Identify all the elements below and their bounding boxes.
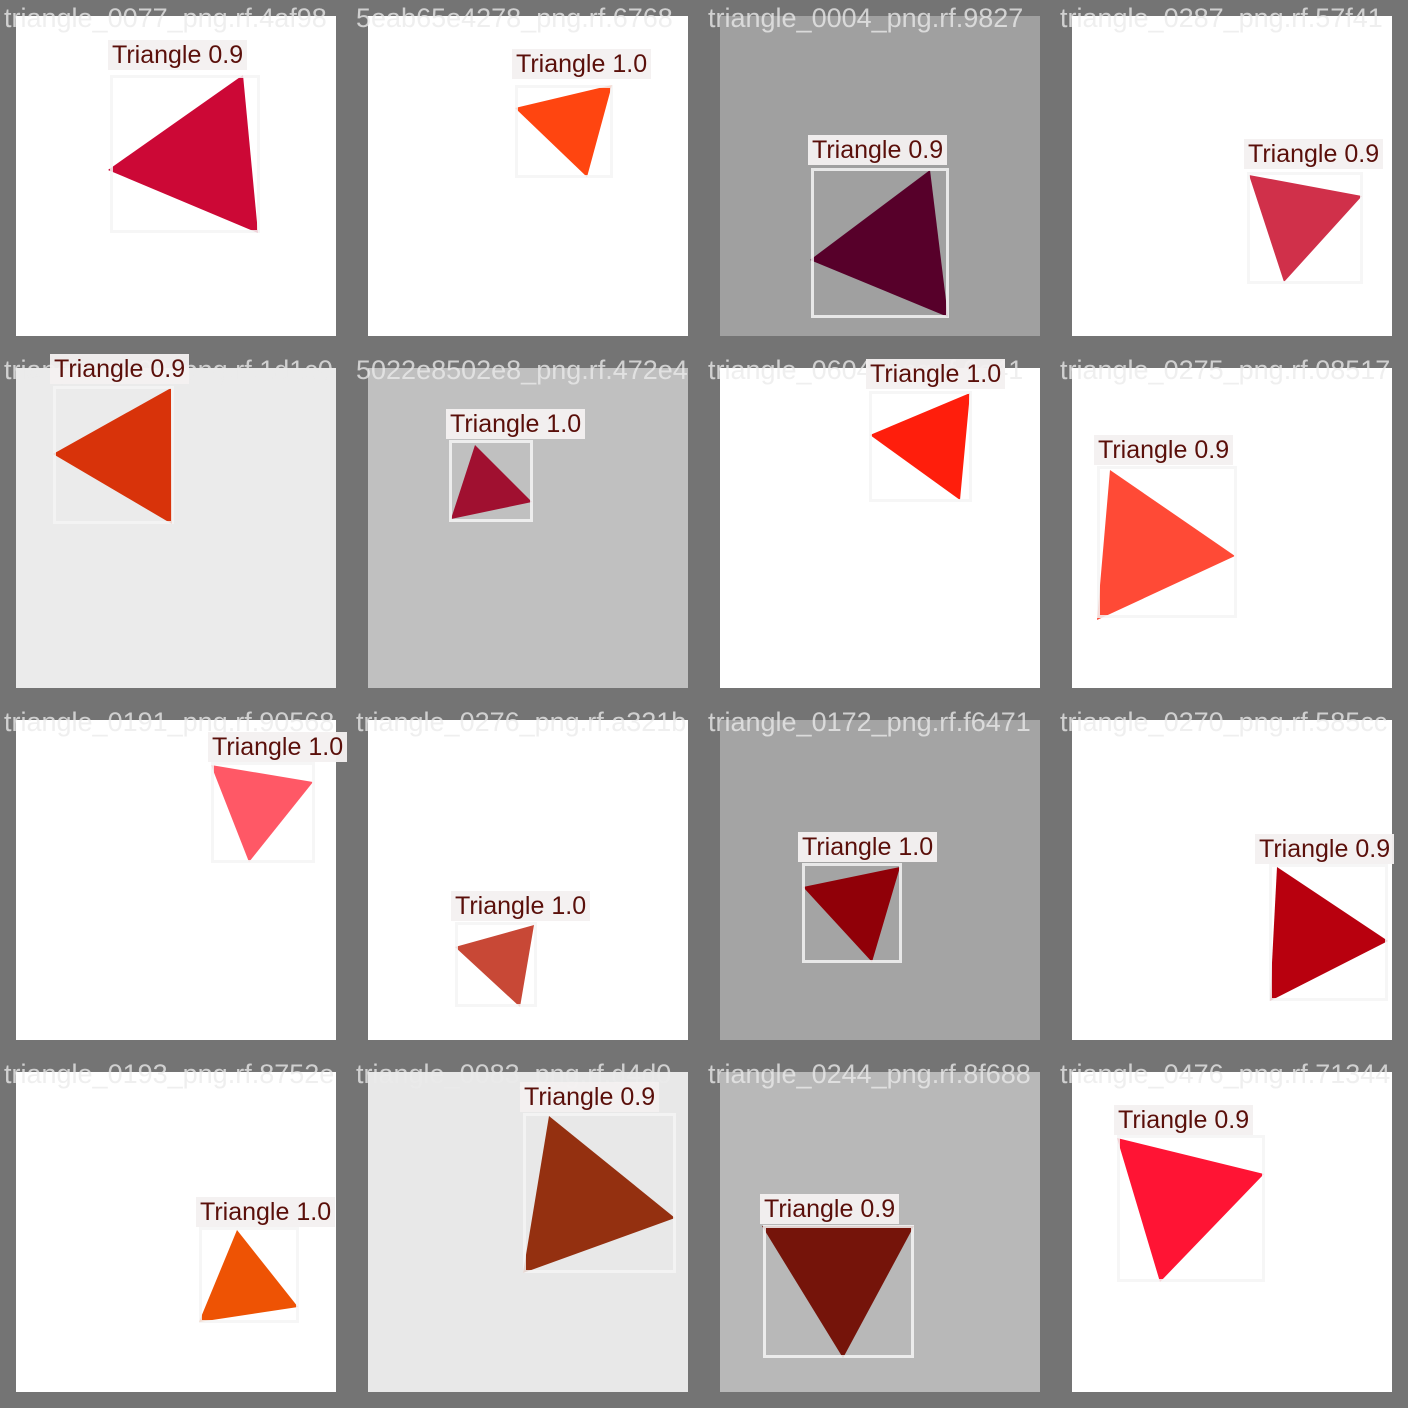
detection-label: Triangle 0.9 (1094, 435, 1234, 465)
image-tile-11: triangle_0172_png.rf.f6471 Triangle 1.0 (704, 704, 1056, 1056)
bounding-box (1247, 172, 1363, 284)
detection-shape (211, 765, 313, 862)
triangle-shape (211, 765, 313, 862)
detection-shape (1270, 867, 1388, 1001)
bounding-box (515, 85, 613, 178)
image-tile-8: triangle_0275_png.rf.08517 Triangle 0.9 (1056, 352, 1408, 704)
image-tile-2: 5eab65e4278_png.rf.6768 Triangle 1.0 (352, 0, 704, 352)
image-filename: triangle_0193_png.rf.8752e (4, 1059, 335, 1089)
image-filename: triangle_0270_png.rf.585cc (1060, 707, 1388, 737)
detection-shape (53, 388, 172, 524)
image-canvas (720, 368, 1040, 688)
triangle-shape (1117, 1138, 1264, 1282)
triangle-shape (199, 1230, 298, 1322)
detection-shape (523, 1116, 675, 1273)
bounding-box (455, 922, 537, 1007)
image-filename: triangle_0476_png.rf.71344 (1060, 1059, 1391, 1089)
bounding-box (1269, 864, 1388, 1001)
triangle-shape (451, 445, 532, 519)
detection-shape (1249, 175, 1362, 282)
bounding-box (1117, 1135, 1265, 1282)
triangle-shape (1249, 175, 1362, 282)
triangle-shape (108, 75, 258, 233)
image-tile-14: triangle_0083_png.rf.d4d0 Triangle 0.9 (352, 1056, 704, 1408)
bounding-box (802, 863, 902, 963)
triangle-shape (523, 1116, 675, 1273)
bounding-box (110, 75, 260, 233)
image-filename: triangle_0287_png.rf.57f41 (1060, 3, 1383, 33)
image-tile-6: 5022e8502e8_png.rf.472e4 Triangle 1.0 (352, 352, 704, 704)
detection-label: Triangle 1.0 (196, 1197, 336, 1227)
image-canvas (16, 720, 336, 1040)
image-filename: triangle_0077_png.rf.4af98 (4, 3, 327, 33)
detection-shape (762, 1226, 914, 1358)
detection-shape (1117, 1138, 1264, 1282)
triangle-shape (455, 925, 534, 1007)
image-filename: 5022e8502e8_png.rf.472e4 (356, 355, 688, 385)
bounding-box (869, 391, 972, 502)
image-tile-4: triangle_0287_png.rf.57f41 Triangle 0.9 (1056, 0, 1408, 352)
detection-label: Triangle 1.0 (798, 832, 938, 862)
image-tile-9: triangle_0191_png.rf.90568 Triangle 1.0 (0, 704, 352, 1056)
detection-shape (870, 393, 970, 500)
detection-label: Triangle 0.9 (1255, 834, 1395, 864)
image-tile-16: triangle_0476_png.rf.71344 Triangle 0.9 (1056, 1056, 1408, 1408)
detection-label: Triangle 0.9 (1244, 139, 1384, 169)
image-filename: triangle_0004_png.rf.9827 (708, 3, 1024, 33)
image-tile-5: triangle_0502_png.rf.1d1c0Triangle 0.9 (0, 352, 352, 704)
triangle-shape (762, 1226, 914, 1358)
detection-shape (810, 170, 948, 317)
triangle-shape (810, 170, 948, 317)
detection-label: Triangle 0.9 (808, 135, 948, 165)
detection-label: Triangle 1.0 (208, 732, 348, 762)
image-tile-1: triangle_0077_png.rf.4af98 Triangle 0.9 (0, 0, 352, 352)
bounding-box (1097, 466, 1237, 618)
triangle-shape (1097, 470, 1235, 620)
detection-shape (455, 925, 534, 1007)
bounding-box (523, 1113, 676, 1273)
image-filename: 5eab65e4278_png.rf.6768 (356, 3, 673, 33)
image-filename: triangle_0172_png.rf.f6471 (708, 707, 1031, 737)
bounding-box (53, 386, 174, 524)
image-filename: triangle_0275_png.rf.08517 (1060, 355, 1391, 385)
triangle-shape (870, 393, 970, 500)
bounding-box (211, 762, 315, 863)
bounding-box (199, 1227, 299, 1323)
detection-label: Triangle 1.0 (451, 891, 591, 921)
image-tile-7: triangle_0604_png.rf.0e41Triangle 1.0 (704, 352, 1056, 704)
image-canvas (16, 368, 336, 688)
image-canvas (1072, 720, 1392, 1040)
bounding-box (449, 440, 533, 522)
bounding-box (763, 1225, 914, 1358)
detection-shape (1097, 470, 1235, 620)
image-tile-3: triangle_0004_png.rf.9827 Triangle 0.9 (704, 0, 1056, 352)
image-filename: triangle_0244_png.rf.8f688 (708, 1059, 1031, 1089)
detection-shape (108, 75, 258, 233)
detection-label: Triangle 1.0 (446, 409, 586, 439)
detection-label: Triangle 0.9 (1114, 1105, 1254, 1135)
detection-label: Triangle 0.9 (50, 354, 190, 384)
detection-shape (451, 445, 532, 519)
image-tile-15: triangle_0244_png.rf.8f688 Triangle 0.9 (704, 1056, 1056, 1408)
image-tile-10: triangle_0276_png.rf.a321b Triangle 1.0 (352, 704, 704, 1056)
detection-shape (199, 1230, 298, 1322)
detection-label: Triangle 1.0 (866, 359, 1006, 389)
triangle-shape (1270, 867, 1388, 1001)
image-filename: triangle_0276_png.rf.a321b (356, 707, 687, 737)
triangle-shape (515, 85, 612, 177)
detection-shape (803, 867, 900, 962)
image-canvas (368, 720, 688, 1040)
bounding-box (811, 168, 949, 318)
triangle-shape (803, 867, 900, 962)
image-tile-12: triangle_0270_png.rf.585cc Triangle 0.9 (1056, 704, 1408, 1056)
detection-label: Triangle 0.9 (520, 1082, 660, 1112)
triangle-shape (53, 388, 172, 524)
image-tile-13: triangle_0193_png.rf.8752e Triangle 1.0 (0, 1056, 352, 1408)
detection-label: Triangle 1.0 (512, 49, 652, 79)
detection-label: Triangle 0.9 (760, 1194, 900, 1224)
detection-shape (515, 85, 612, 177)
detection-label: Triangle 0.9 (108, 40, 248, 70)
image-canvas (16, 1072, 336, 1392)
